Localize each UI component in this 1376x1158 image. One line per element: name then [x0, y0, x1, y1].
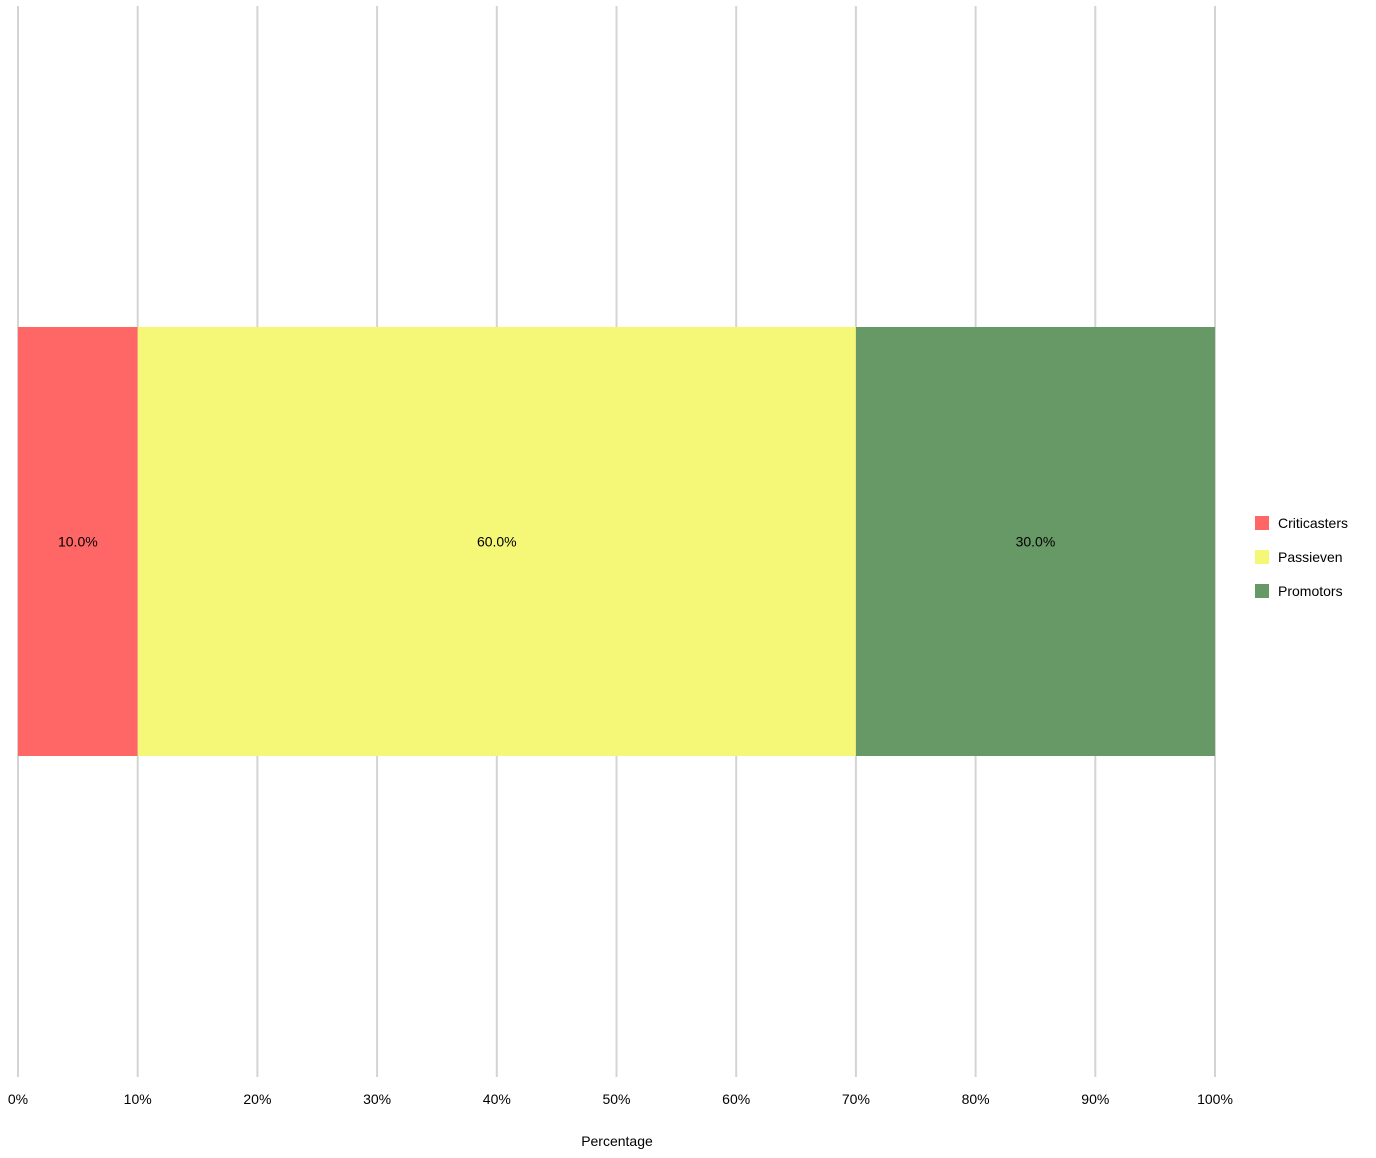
legend-swatch-promotors	[1255, 584, 1269, 598]
x-tick-label: 70%	[842, 1091, 870, 1107]
legend-swatch-passieven	[1255, 550, 1269, 564]
x-axis-ticks: 0% 10% 20% 30% 40% 50% 60% 70% 80% 90% 100%	[8, 1091, 1233, 1107]
x-tick-label: 0%	[8, 1091, 28, 1107]
x-tick-label: 30%	[363, 1091, 391, 1107]
legend-label-criticasters: Criticasters	[1278, 515, 1348, 531]
data-label-criticasters: 10.0%	[58, 534, 98, 550]
x-tick-label: 80%	[962, 1091, 990, 1107]
data-labels: 10.0% 60.0% 30.0%	[58, 534, 1055, 550]
legend-label-passieven: Passieven	[1278, 549, 1343, 565]
data-label-promotors: 30.0%	[1016, 534, 1056, 550]
x-tick-label: 60%	[722, 1091, 750, 1107]
bar-segment-passieven	[137, 327, 856, 756]
x-tick-label: 50%	[602, 1091, 630, 1107]
x-tick-label: 10%	[124, 1091, 152, 1107]
x-tick-label: 100%	[1197, 1091, 1233, 1107]
legend: Criticasters Passieven Promotors	[1255, 515, 1348, 599]
legend-label-promotors: Promotors	[1278, 583, 1343, 599]
bars	[18, 327, 1215, 756]
bar-segment-criticasters	[18, 327, 138, 756]
x-axis-title: Percentage	[581, 1133, 653, 1149]
data-label-passieven: 60.0%	[477, 534, 517, 550]
x-tick-label: 20%	[243, 1091, 271, 1107]
x-tick-label: 90%	[1081, 1091, 1109, 1107]
x-tick-label: 40%	[483, 1091, 511, 1107]
legend-swatch-criticasters	[1255, 516, 1269, 530]
bar-segment-promotors	[855, 327, 1215, 756]
